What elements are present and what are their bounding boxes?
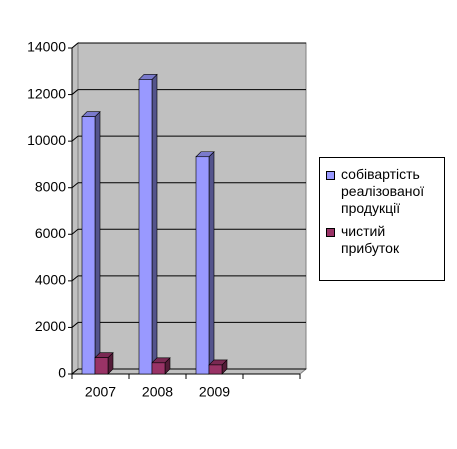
bar	[81, 116, 96, 375]
bar	[138, 79, 153, 375]
y-tick-label: 2000	[35, 318, 66, 334]
bar	[195, 156, 210, 375]
legend-swatch	[326, 228, 335, 237]
grid-line-side	[71, 135, 79, 142]
bar	[151, 362, 166, 375]
legend-label: собівартість реалізованої продукції	[341, 166, 425, 216]
legend-entry: собівартість реалізованої продукції	[326, 166, 440, 217]
bar	[94, 357, 109, 375]
grid-line-side	[71, 42, 79, 49]
x-tick-label: 2009	[199, 384, 230, 400]
back-wall	[77, 42, 307, 370]
grid-line-side	[71, 182, 79, 189]
grid-line-side	[71, 368, 79, 375]
x-tick-label: 2008	[142, 384, 173, 400]
y-tick-label: 12000	[27, 85, 66, 101]
bar-side	[208, 151, 215, 375]
y-tick-label: 6000	[35, 225, 66, 241]
grid-line-side	[71, 228, 79, 235]
y-tick-label: 8000	[35, 178, 66, 194]
y-tick-label: 4000	[35, 272, 66, 288]
bar-side	[151, 73, 158, 375]
legend-entry: чистий прибуток	[326, 223, 440, 257]
legend: собівартість реалізованої продукції чисти…	[319, 157, 445, 281]
bar-side	[94, 110, 101, 375]
grid-line-side	[71, 275, 79, 282]
legend-label: чистий прибуток	[341, 223, 400, 256]
legend-swatch	[326, 171, 335, 180]
y-tick-label: 10000	[27, 132, 66, 148]
grid-line-side	[71, 89, 79, 95]
grid-line-side	[71, 322, 79, 328]
y-tick-label: 0	[58, 365, 66, 381]
y-tick-label: 14000	[27, 39, 66, 55]
bar	[208, 364, 223, 375]
x-tick-label: 2007	[85, 384, 116, 400]
